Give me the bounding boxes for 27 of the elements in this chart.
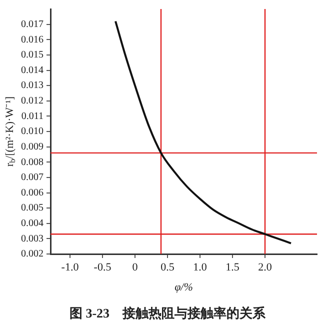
- x-tick-label: -1.0: [61, 261, 80, 274]
- x-tick-label: 2.0: [258, 261, 272, 274]
- y-tick-label: 0.008: [21, 156, 44, 168]
- y-tick-label: 0.013: [21, 80, 44, 92]
- x-tick-label: 0.5: [160, 261, 175, 274]
- y-tick-label: 0.016: [21, 34, 44, 46]
- y-tick-label: 0.004: [21, 218, 44, 229]
- y-tick-label: 0.014: [21, 64, 44, 76]
- y-tick-label: 0.011: [21, 110, 44, 122]
- y-axis-title: rb/[(m²·K)·W⁻¹]: [4, 96, 18, 167]
- x-tick-label: 1.5: [226, 261, 240, 274]
- x-tick-label: -0.5: [94, 261, 112, 274]
- x-tick-label: 0: [132, 261, 138, 274]
- y-tick-label: 0.005: [21, 202, 44, 214]
- text: 图 3-23 接触热阻与接触率的关系: [69, 306, 267, 321]
- y-tick-label: 0.017: [21, 18, 44, 30]
- y-tick-label: 0.009: [21, 141, 44, 152]
- y-tick-label: 0.006: [21, 187, 44, 198]
- y-tick-label: 0.010: [21, 126, 44, 138]
- y-tick-label: 0.012: [21, 96, 44, 106]
- line-series: [114, 20, 292, 244]
- y-tick-label: 0.015: [21, 50, 44, 61]
- y-tick-label: 0.007: [21, 172, 44, 184]
- y-tick-label: 0.003: [21, 233, 44, 244]
- y-tick-label: 0.002: [21, 248, 44, 260]
- x-axis-title: φ/%: [174, 282, 193, 294]
- x-tick-label: 1.0: [193, 261, 208, 274]
